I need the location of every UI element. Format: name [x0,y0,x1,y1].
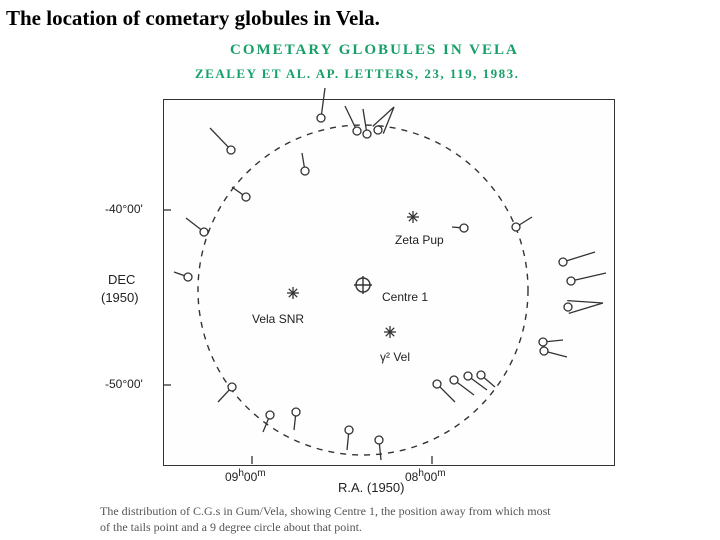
centre-label: Centre 1 [382,290,428,304]
y-tick-label: -50°00' [105,377,143,391]
star-label: Vela SNR [252,312,304,326]
caption-line-2: of the tails point and a 9 degree circle… [100,519,362,536]
star-label: γ² Vel [380,350,410,364]
x-tick-label: 09h00m [225,468,266,484]
star-label: Zeta Pup [395,233,444,247]
caption-line-1: The distribution of C.G.s in Gum/Vela, s… [100,503,551,520]
y-tick-label: -40°00' [105,202,143,216]
scatter-plot [0,0,720,540]
x-tick-label: 08h00m [405,468,446,484]
